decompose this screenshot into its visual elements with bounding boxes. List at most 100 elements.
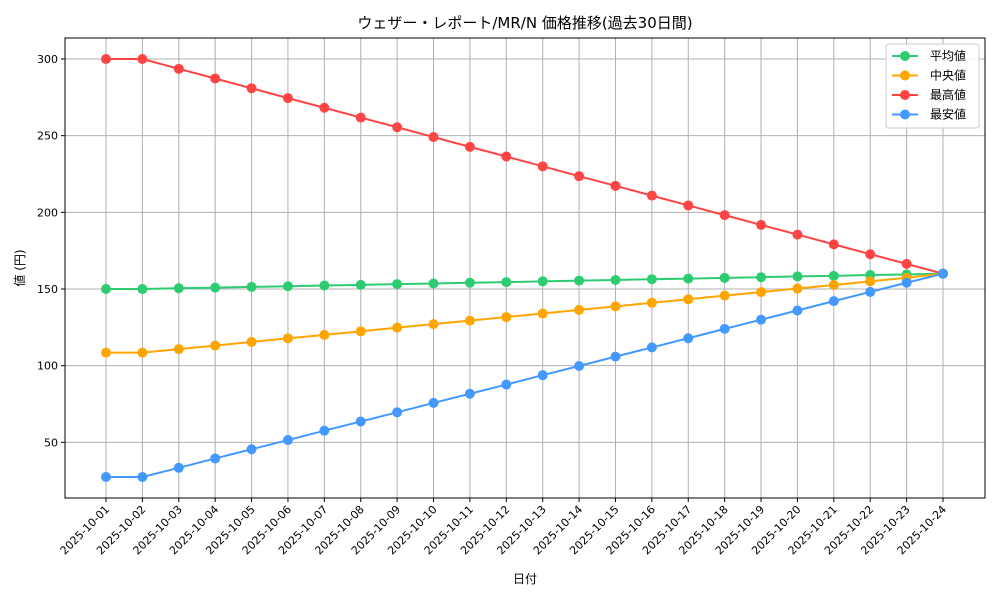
data-point [756,287,767,298]
chart-title: ウェザー・レポート/MR/N 価格推移(過去30日間) [357,14,692,32]
data-point [719,323,730,334]
data-point [282,435,293,446]
data-point [938,268,948,279]
data-point [537,161,548,172]
data-point [246,444,257,455]
data-point [683,294,694,305]
data-point [792,229,803,240]
data-point [537,308,548,319]
data-point [246,281,257,292]
data-point [537,370,548,381]
data-point [210,282,221,293]
data-point [137,471,148,482]
legend-label: 最安値 [930,107,966,122]
x-ticks: 2025-10-012025-10-022025-10-032025-10-04… [58,498,949,557]
series-3 [101,268,948,482]
data-point [574,171,585,182]
data-point [428,319,439,330]
data-point [537,276,548,287]
series-0 [101,268,948,295]
data-point [101,54,111,65]
data-point [355,326,366,337]
data-point [683,273,694,284]
data-point [719,272,730,283]
data-point [392,122,403,133]
data-point [282,93,293,104]
data-point [828,280,839,291]
data-point [683,333,694,344]
y-tick-label: 50 [44,436,58,449]
data-point [101,284,111,295]
data-point [865,286,876,297]
data-point [137,347,148,358]
data-point [210,340,221,351]
data-point [865,249,876,260]
data-point [173,63,184,74]
data-point [428,397,439,408]
data-point [792,283,803,294]
y-tick-label: 300 [37,53,58,66]
y-tick-label: 150 [37,283,58,296]
data-point [646,297,657,308]
data-point [756,219,767,230]
data-point [574,360,585,371]
data-point [319,102,330,113]
grid [65,38,985,498]
series-line [106,272,944,354]
legend-marker [900,70,910,81]
data-point [173,462,184,473]
data-point [282,333,293,344]
data-point [246,83,257,94]
data-point [319,329,330,340]
data-point [501,151,512,162]
data-point [610,274,621,285]
plot-frame [64,37,986,499]
data-point [610,180,621,191]
y-tick-label: 200 [37,206,58,219]
data-point [901,258,912,269]
data-point [464,277,475,288]
data-point [719,210,730,221]
data-point [646,190,657,201]
data-point [464,141,475,152]
data-point [101,347,111,358]
data-point [865,276,876,287]
data-point [428,278,439,289]
data-point [210,73,221,84]
data-point [246,336,257,347]
series-line [106,272,944,478]
data-point [282,281,293,292]
data-point [137,54,148,65]
y-tick-label: 250 [37,130,58,143]
data-point [719,290,730,301]
series-line [106,272,944,291]
data-point [464,315,475,326]
data-point [828,270,839,281]
series-2 [101,54,948,279]
data-point [319,425,330,436]
data-point [646,342,657,353]
data-point [610,351,621,362]
data-point [828,296,839,307]
data-point [210,453,221,464]
data-point [828,239,839,250]
data-point [574,304,585,315]
data-point [392,407,403,418]
data-point [610,301,621,312]
data-point [683,200,694,211]
data-point [501,277,512,288]
data-point [319,280,330,291]
data-point [392,322,403,333]
legend-marker [900,109,910,120]
series-line [106,58,944,275]
data-point [173,283,184,294]
data-point [137,284,148,295]
data-point [501,379,512,390]
data-point [355,279,366,290]
x-axis-label: 日付 [513,572,537,586]
y-tick-label: 100 [37,360,58,373]
y-ticks: 50 100 150 200 250 300 [37,53,65,449]
data-point [101,471,111,482]
